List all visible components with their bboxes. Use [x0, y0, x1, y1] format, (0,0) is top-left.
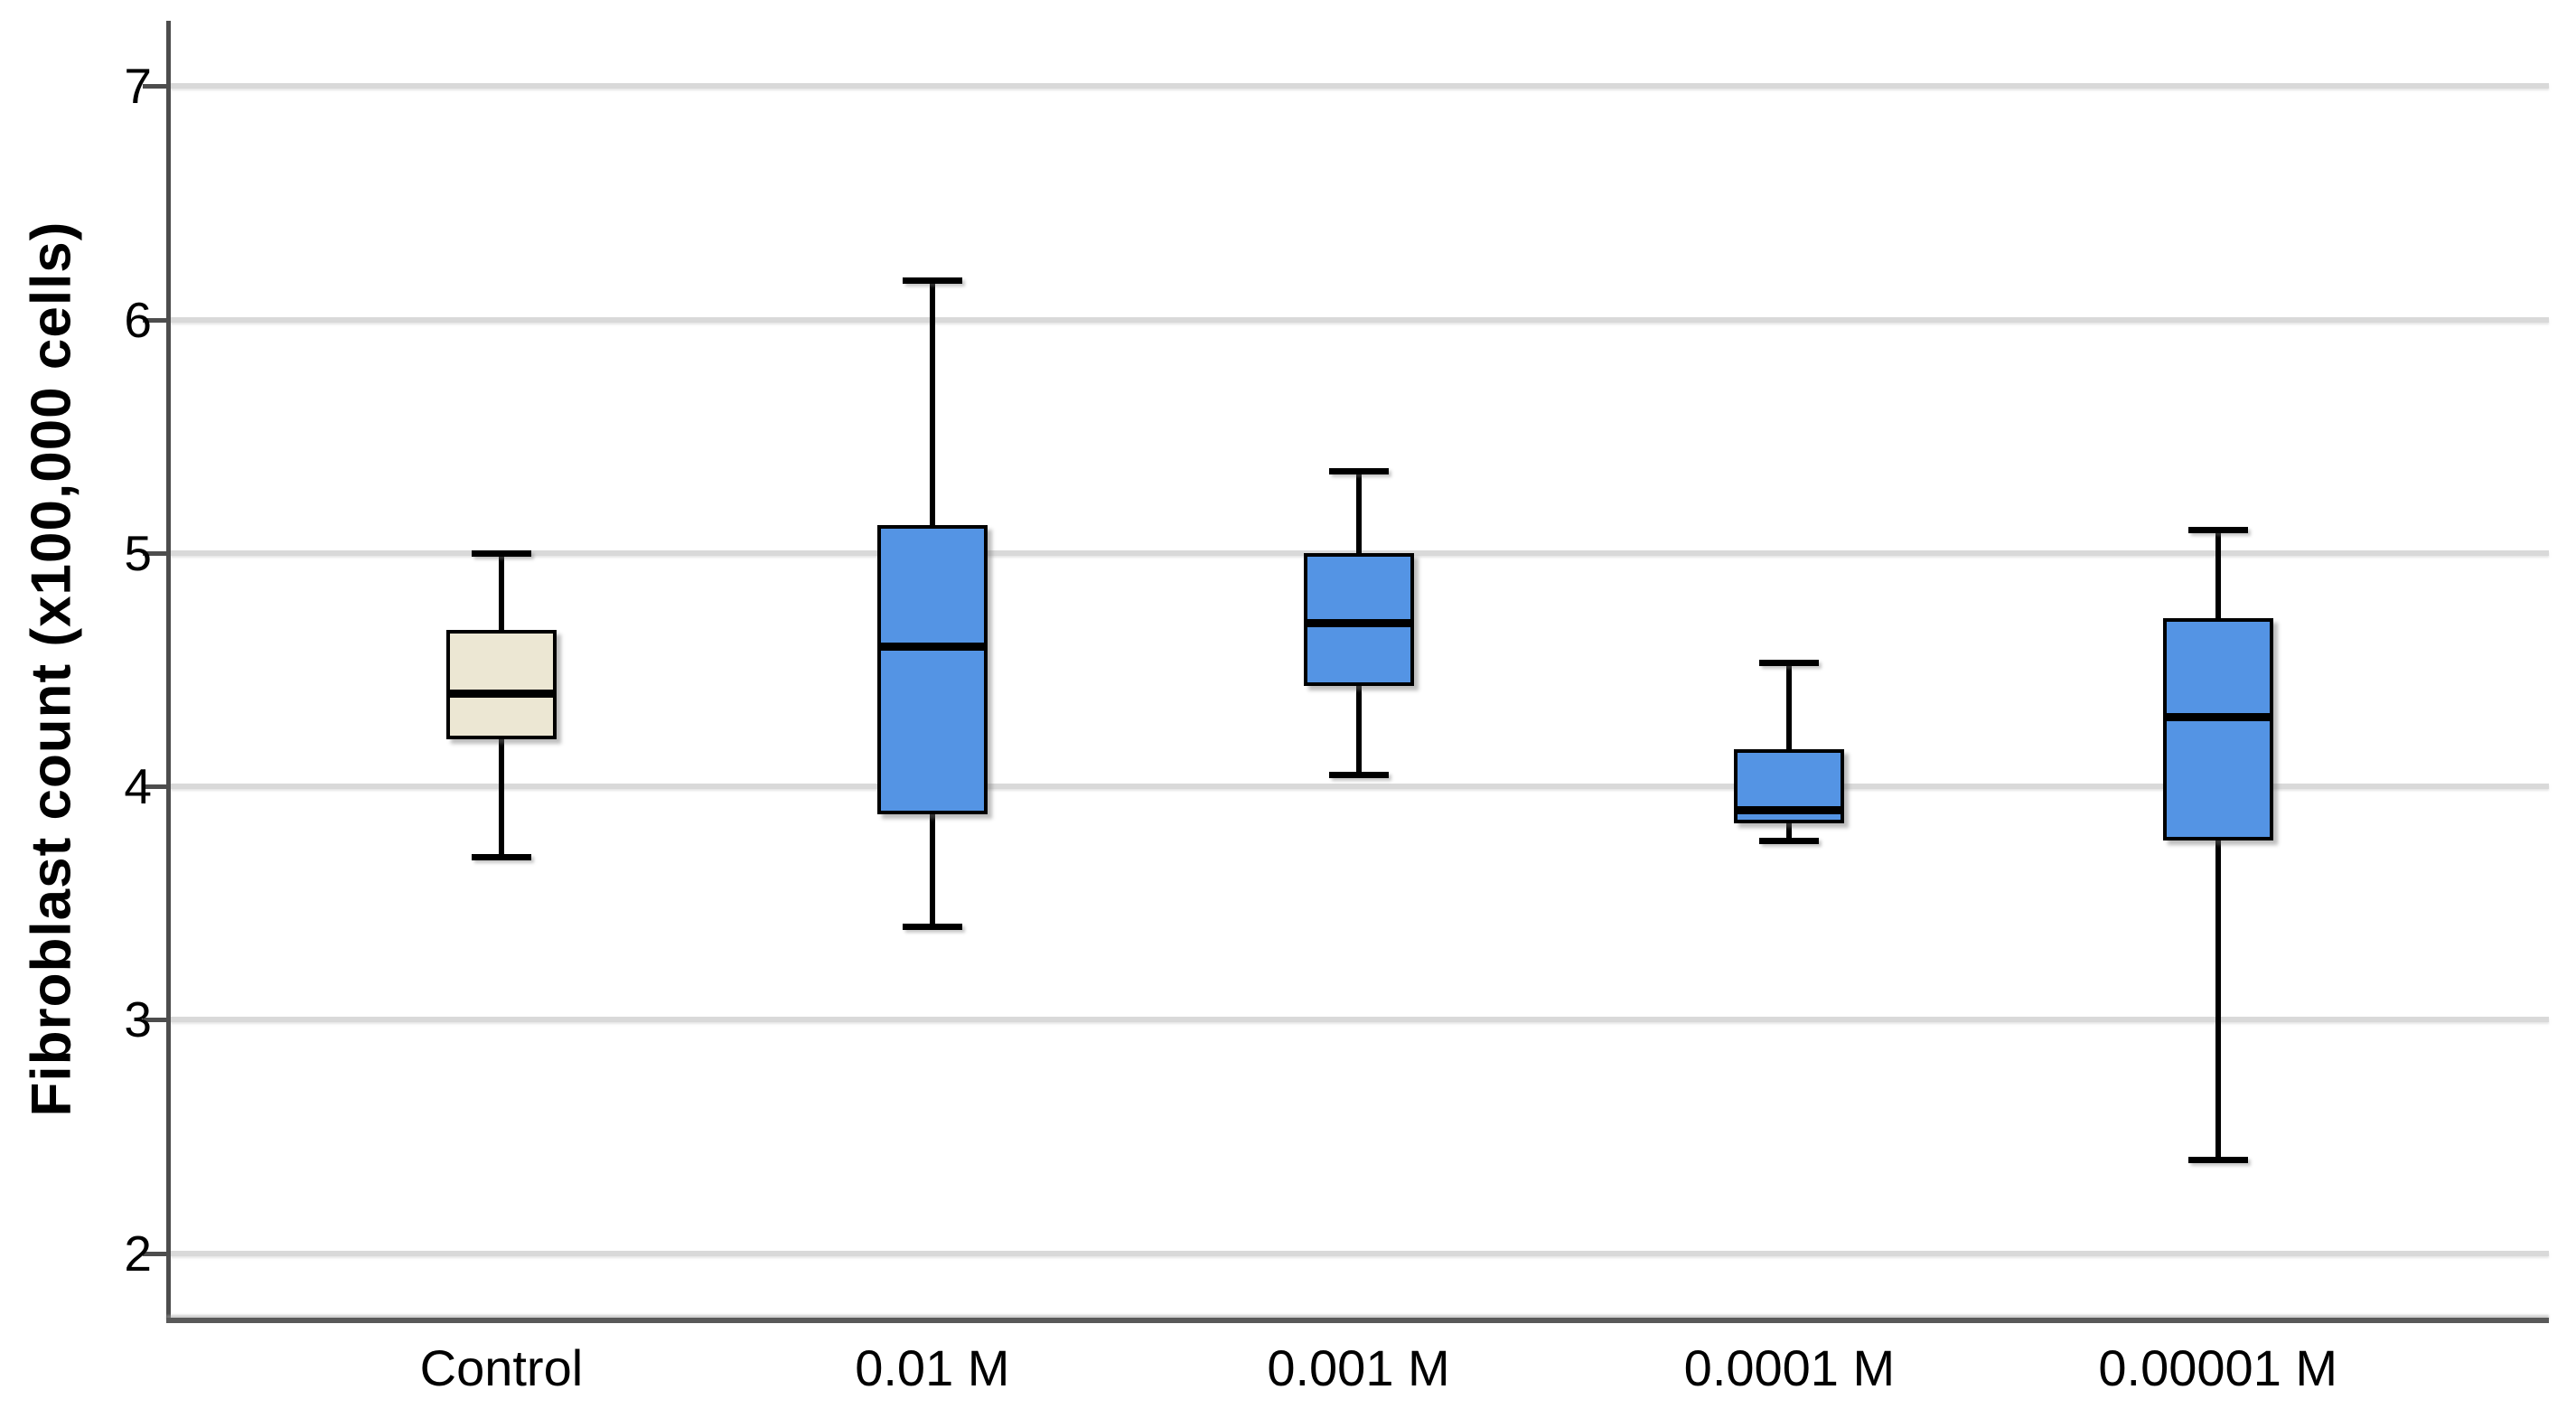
- median-line: [1734, 805, 1845, 814]
- whisker-cap-top: [1759, 660, 1820, 667]
- iqr-box: [445, 630, 557, 740]
- iqr-box: [876, 524, 988, 815]
- y-tick-label-2: 2: [124, 1225, 152, 1282]
- y-axis-line: [166, 21, 171, 1323]
- whisker-cap-bottom: [471, 853, 531, 860]
- y-axis-title: Fibroblast count (x100,000 cells): [20, 221, 83, 1117]
- y-tick-label-7: 7: [124, 58, 152, 115]
- gridline-y-3: [171, 1017, 2549, 1023]
- whisker-cap-top: [2187, 527, 2248, 534]
- y-tick-mark-5: [143, 550, 168, 556]
- median-line: [2162, 712, 2273, 721]
- gridline-y-7: [171, 83, 2549, 89]
- y-tick-mark-6: [143, 317, 168, 323]
- x-category-label-4: 0.0001 M: [1683, 1339, 1896, 1396]
- plot-area: [168, 21, 2549, 1319]
- median-line: [1303, 619, 1414, 628]
- x-axis-line: [166, 1318, 2549, 1323]
- y-tick-label-5: 5: [124, 524, 152, 581]
- gridline-y-6: [171, 316, 2549, 323]
- y-tick-mark-2: [143, 1251, 168, 1256]
- iqr-box: [2162, 618, 2273, 840]
- y-tick-label-3: 3: [124, 991, 152, 1048]
- gridline-y-4: [171, 784, 2549, 790]
- y-tick-mark-7: [143, 84, 168, 89]
- y-tick-mark-4: [143, 784, 168, 790]
- x-category-label-5: 0.00001 M: [2098, 1339, 2338, 1396]
- y-tick-mark-3: [143, 1018, 168, 1023]
- y-tick-label-6: 6: [124, 291, 152, 348]
- gridline-y-2: [171, 1250, 2549, 1256]
- median-line: [876, 643, 988, 652]
- x-category-label-1: Control: [419, 1339, 584, 1396]
- x-category-label-3: 0.001 M: [1267, 1339, 1450, 1396]
- whisker-cap-top: [902, 277, 962, 284]
- whisker-cap-bottom: [1759, 837, 1820, 844]
- whisker-cap-bottom: [1328, 772, 1389, 779]
- whisker-cap-bottom: [902, 924, 962, 931]
- whisker-cap-top: [471, 549, 531, 557]
- whisker-cap-top: [1328, 468, 1389, 475]
- x-category-label-2: 0.01 M: [855, 1339, 1010, 1396]
- whisker-cap-bottom: [2187, 1157, 2248, 1164]
- whisker-line: [2215, 530, 2221, 1160]
- median-line: [445, 689, 557, 698]
- y-tick-label-4: 4: [124, 758, 152, 815]
